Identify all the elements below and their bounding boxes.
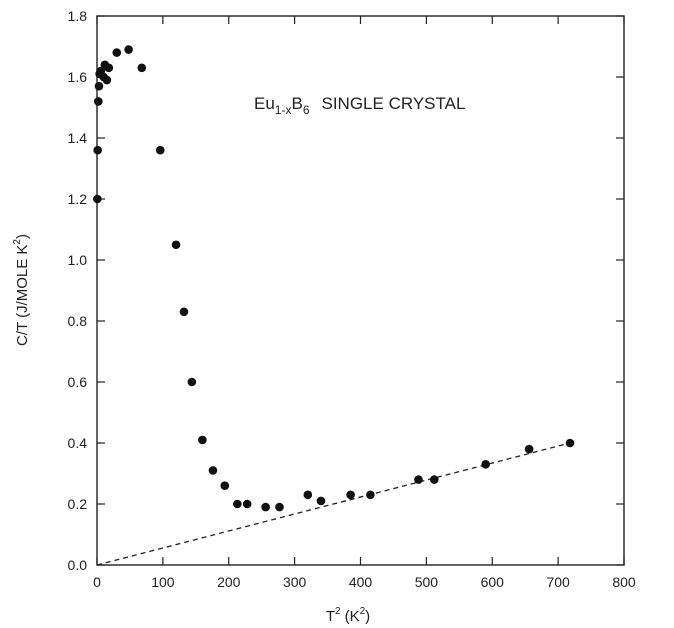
data-point: [233, 499, 242, 509]
x-tick-label: 600: [481, 574, 505, 590]
linear-fit-dashed-line: [96, 442, 571, 566]
xlabel-main: T: [326, 608, 335, 625]
data-point: [565, 438, 575, 448]
fit-line: [96, 442, 571, 566]
xlabel-close: ): [365, 608, 370, 625]
data-point: [102, 75, 112, 85]
ylabel-close: ): [14, 234, 31, 239]
ylabel-main: C/T (J/MOLE K: [14, 245, 31, 346]
data-point: [316, 496, 326, 506]
data-point: [242, 499, 252, 509]
y-axis-label: C/T (J/MOLE K2): [12, 234, 31, 346]
x-tick-label: 700: [546, 574, 570, 590]
title-sub: 1-x: [275, 103, 292, 117]
data-point: [124, 45, 133, 54]
y-tick-label: 0.2: [68, 496, 88, 512]
x-tick-label: 100: [151, 574, 175, 590]
y-tick-label: 0.4: [68, 435, 88, 451]
x-tick-label: 300: [283, 574, 307, 590]
data-point: [187, 377, 197, 387]
data-point: [94, 81, 104, 91]
y-tick-label: 0.6: [68, 374, 88, 390]
data-point: [93, 145, 102, 155]
x-tick-label: 500: [415, 574, 439, 590]
data-point: [261, 502, 270, 512]
data-point: [104, 63, 114, 73]
axis-ticks: 0 100 200 300 400 500 600 700 800 0.0 0.2 0.4 0.6 0.8…: [68, 8, 636, 590]
x-tick-label: 0: [93, 574, 101, 590]
data-point: [524, 444, 534, 454]
data-point: [94, 97, 103, 106]
data-point: [414, 475, 423, 484]
data-point: [275, 502, 284, 512]
data-point: [220, 481, 230, 491]
y-tick-label: 1.4: [68, 130, 88, 146]
y-tick-label: 1.8: [68, 8, 88, 24]
data-point: [179, 307, 189, 317]
data-point: [137, 63, 147, 73]
data-point: [93, 194, 102, 204]
y-tick-label: 1.2: [68, 191, 88, 207]
x-tick-label: 800: [612, 574, 636, 590]
title-b: B: [291, 94, 302, 113]
xlabel-unit-sup: 2: [360, 606, 366, 617]
title-sub2: 6: [303, 103, 310, 117]
y-tick-label: 1.6: [68, 69, 88, 85]
xlabel-sup: 2: [335, 606, 341, 617]
x-axis-label: T2 (K2): [326, 606, 370, 625]
data-point: [112, 48, 122, 57]
data-point: [208, 466, 218, 475]
y-tick-label: 0.8: [68, 313, 88, 329]
data-point: [303, 490, 313, 500]
title-eu: Eu: [254, 94, 275, 113]
chart-title: Eu1-xB6 SINGLE CRYSTAL: [254, 94, 465, 117]
data-points: [93, 45, 575, 512]
ylabel-sup: 2: [12, 239, 23, 245]
data-point: [481, 460, 490, 469]
xlabel-unit: (K: [345, 608, 360, 625]
data-point: [366, 490, 375, 500]
data-point: [429, 475, 439, 484]
y-tick-label: 0.0: [68, 557, 88, 573]
x-tick-label: 200: [217, 574, 241, 590]
x-tick-label: 400: [349, 574, 373, 590]
title-rest: SINGLE CRYSTAL: [322, 94, 466, 113]
data-point: [155, 145, 165, 155]
data-point: [346, 490, 355, 500]
y-tick-label: 1.0: [68, 252, 88, 268]
data-point: [198, 435, 207, 445]
data-point: [171, 240, 181, 250]
